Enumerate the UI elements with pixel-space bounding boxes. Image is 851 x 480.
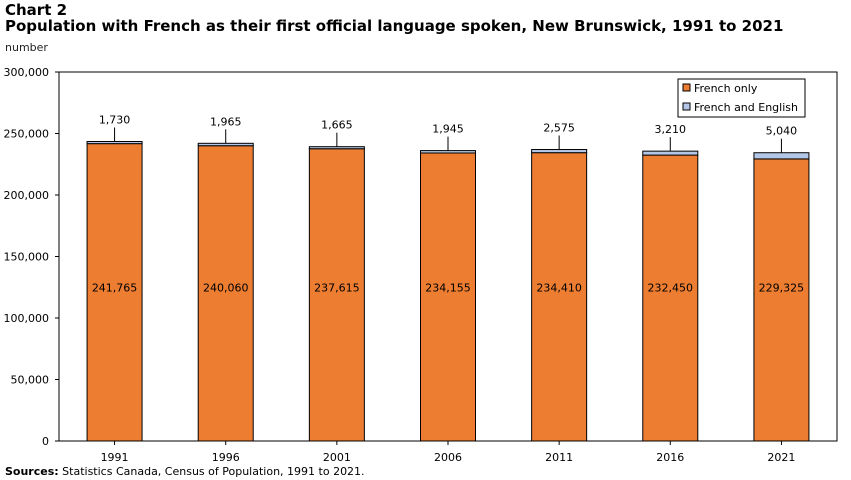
bar-french-only [420,152,476,442]
bar-french-only [531,152,588,442]
data-label-french-only: 240,060 [203,281,249,294]
data-label-french-only: 229,325 [759,281,805,294]
legend-label: French and English [694,101,798,114]
y-tick-label: 0 [42,435,49,448]
data-label-french-only: 237,615 [314,281,360,294]
bar-french-and-english [197,142,254,147]
y-tick-label: 200,000 [4,189,50,202]
bar-french-and-english [420,150,476,154]
legend [677,78,806,118]
x-tick-label: 1991 [101,451,129,464]
bar-french-and-english [753,152,810,160]
x-tick-label: 2021 [767,451,795,464]
data-label-french-and-english: 5,040 [766,125,798,138]
data-label-french-only: 234,410 [536,281,582,294]
source-note: Sources: Statistics Canada, Census of Po… [5,465,365,478]
bar-french-only [197,145,254,442]
y-axis-label: number [5,41,48,54]
source-label: Sources: [5,465,59,478]
y-tick-label: 300,000 [4,66,50,79]
data-label-french-only: 234,155 [425,281,471,294]
data-label-french-and-english: 2,575 [543,122,575,135]
chart-label: Chart 2 [5,1,68,19]
x-tick-label: 1996 [212,451,240,464]
bar-french-only [308,148,365,442]
data-label-french-only: 232,450 [648,281,694,294]
bar-french-only [642,154,699,442]
data-label-french-and-english: 1,665 [321,119,353,132]
data-label-french-and-english: 1,730 [99,114,131,127]
legend-label: French only [694,82,758,95]
bar-french-and-english [86,141,143,145]
legend-swatch [682,83,691,92]
x-tick-label: 2016 [656,451,684,464]
data-label-french-and-english: 1,945 [432,123,464,136]
x-tick-label: 2006 [434,451,462,464]
x-tick-label: 2011 [545,451,573,464]
y-tick-label: 100,000 [4,312,50,325]
bar-french-and-english [642,150,699,156]
bar-french-and-english [308,146,365,150]
bar-french-only [753,158,810,442]
data-label-french-and-english: 1,965 [210,115,242,128]
source-text: Statistics Canada, Census of Population,… [58,465,365,478]
chart-title: Population with French as their first of… [5,17,784,35]
y-tick-label: 250,000 [4,128,50,141]
y-tick-label: 50,000 [11,374,50,387]
x-tick-label: 2001 [323,451,351,464]
y-tick-label: 150,000 [4,251,50,264]
legend-swatch [682,102,691,111]
bar-french-and-english [531,149,588,154]
data-label-french-and-english: 3,210 [655,123,687,136]
data-label-french-only: 241,765 [92,281,138,294]
